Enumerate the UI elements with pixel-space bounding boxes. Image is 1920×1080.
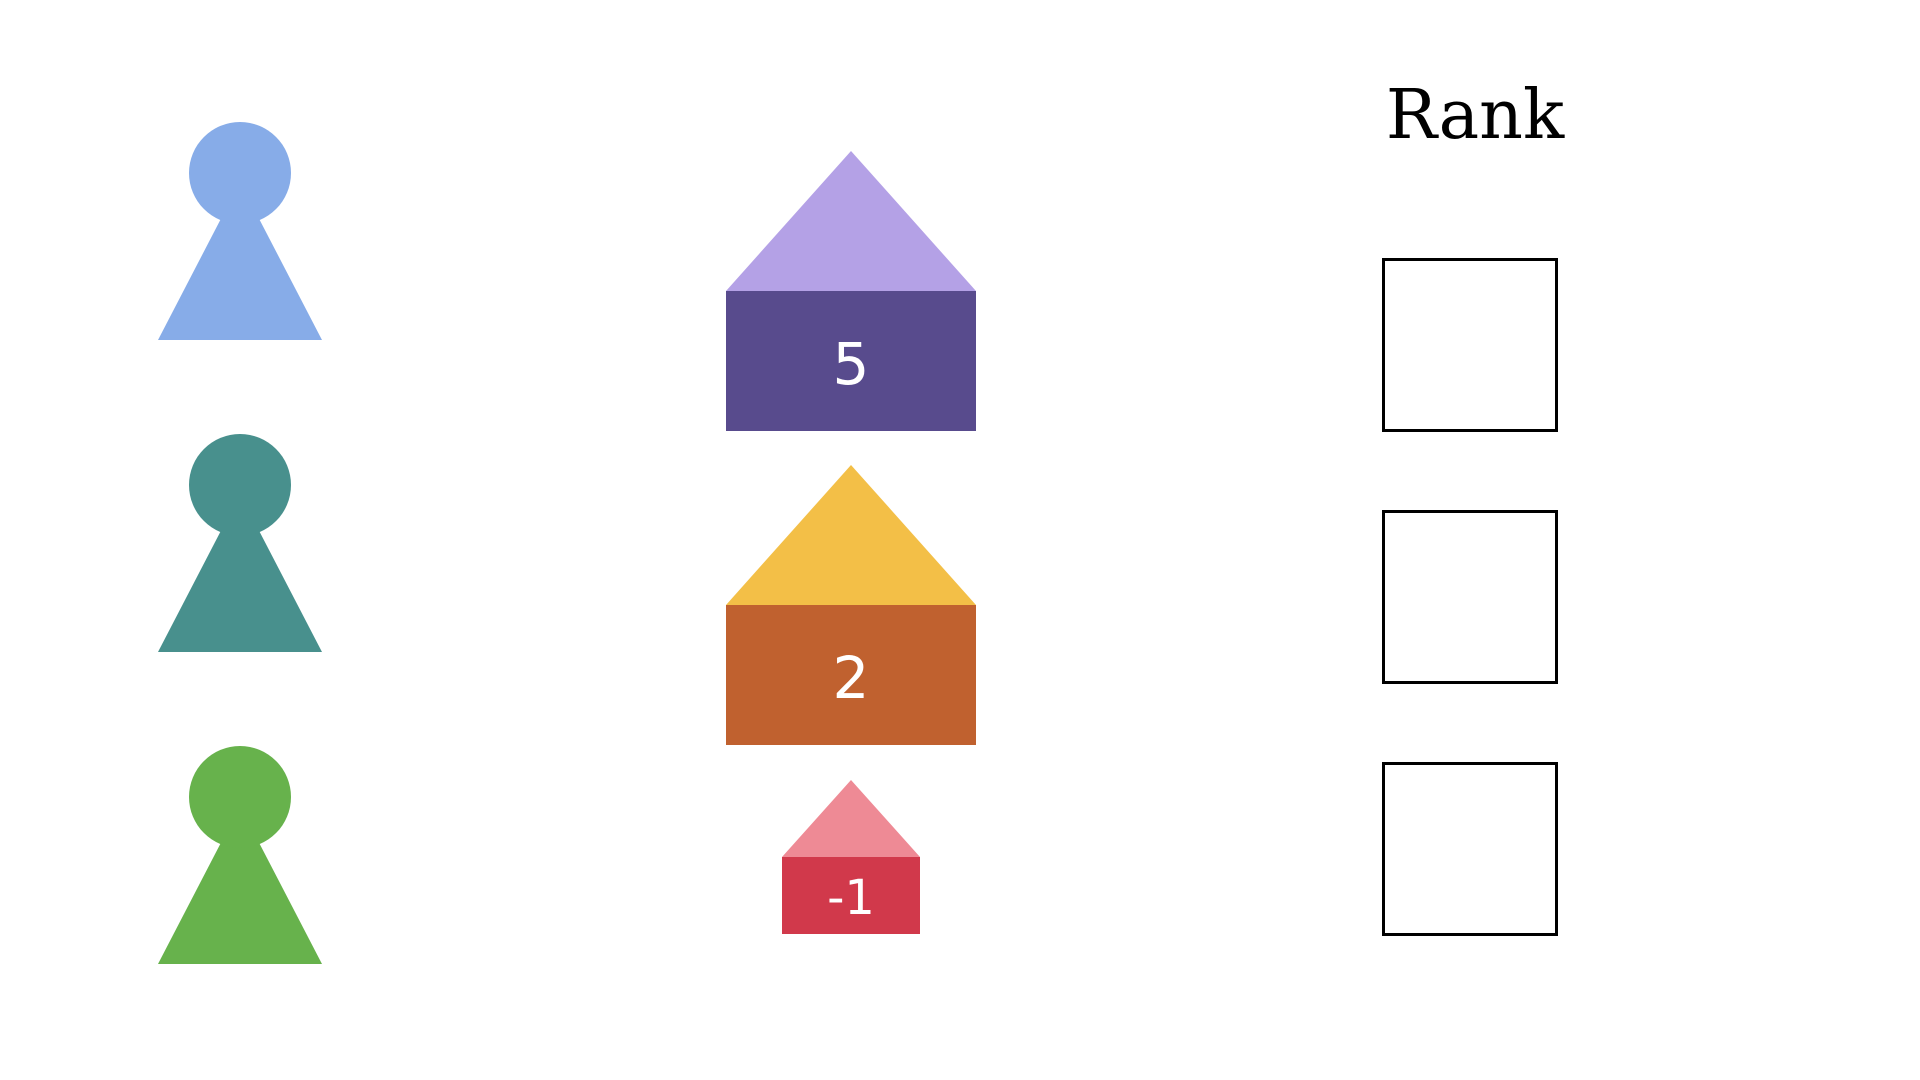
rank-slot-3[interactable] [1382,762,1558,936]
house-value: 5 [832,330,870,398]
house-icon [726,151,976,431]
pawn-2[interactable] [158,434,322,652]
rank-slot-2[interactable] [1382,510,1558,684]
pawn-1[interactable] [158,122,322,340]
house-3[interactable]: -1 [782,780,920,934]
pawn-icon [158,122,322,340]
rank-title: Rank [1385,76,1565,155]
pawn-icon [158,434,322,652]
pawn-icon [158,746,322,964]
house-icon [782,780,920,934]
house-icon [726,465,976,745]
house-2[interactable]: 2 [726,465,976,745]
house-value: 2 [832,644,870,712]
rank-slot-1[interactable] [1382,258,1558,432]
house-1[interactable]: 5 [726,151,976,431]
pawn-3[interactable] [158,746,322,964]
house-value: -1 [827,870,875,926]
